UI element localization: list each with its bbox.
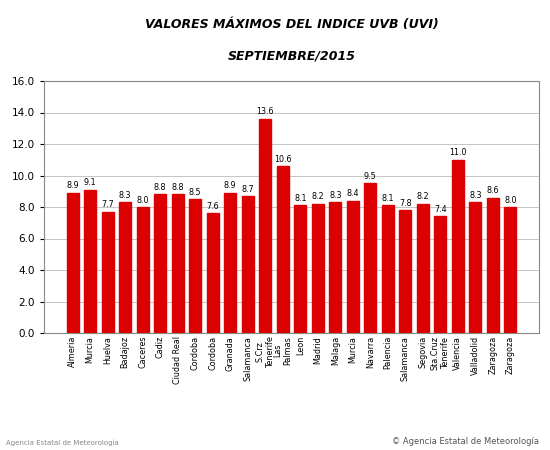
Text: 8.3: 8.3: [469, 191, 482, 200]
Bar: [487, 198, 499, 333]
Bar: [154, 194, 166, 333]
Bar: [382, 205, 394, 333]
Text: 8.9: 8.9: [67, 181, 79, 190]
Bar: [312, 204, 324, 333]
Text: VALORES MÁXIMOS DEL INDICE UVB (UVI): VALORES MÁXIMOS DEL INDICE UVB (UVI): [145, 18, 438, 31]
Bar: [224, 193, 236, 333]
Bar: [67, 193, 79, 333]
Text: 13.6: 13.6: [256, 108, 274, 117]
Bar: [329, 202, 342, 333]
Bar: [452, 160, 464, 333]
Text: 8.7: 8.7: [241, 184, 254, 194]
Text: 8.5: 8.5: [189, 188, 201, 197]
Text: 9.5: 9.5: [364, 172, 377, 181]
Bar: [172, 194, 184, 333]
Text: 8.2: 8.2: [416, 193, 429, 202]
Text: 8.3: 8.3: [119, 191, 131, 200]
Text: 8.0: 8.0: [504, 196, 516, 205]
Text: 7.7: 7.7: [101, 200, 114, 209]
Text: 8.6: 8.6: [487, 186, 499, 195]
Bar: [84, 190, 96, 333]
Text: 11.0: 11.0: [449, 148, 466, 157]
Text: 7.4: 7.4: [434, 205, 447, 214]
Bar: [259, 119, 271, 333]
Bar: [294, 205, 306, 333]
Bar: [119, 202, 131, 333]
Text: SEPTIEMBRE/2015: SEPTIEMBRE/2015: [228, 50, 355, 63]
Text: 10.6: 10.6: [274, 155, 292, 164]
Bar: [189, 199, 201, 333]
Text: 8.4: 8.4: [346, 189, 359, 198]
Bar: [469, 202, 481, 333]
Bar: [207, 213, 219, 333]
Text: 8.1: 8.1: [294, 194, 306, 203]
Text: 8.8: 8.8: [154, 183, 167, 192]
Text: 8.2: 8.2: [311, 193, 324, 202]
Bar: [504, 207, 516, 333]
Bar: [364, 184, 376, 333]
Text: 7.8: 7.8: [399, 199, 411, 208]
Bar: [102, 212, 114, 333]
Bar: [434, 216, 447, 333]
Bar: [346, 201, 359, 333]
Bar: [417, 204, 429, 333]
Text: 9.1: 9.1: [84, 178, 96, 187]
Text: 8.8: 8.8: [172, 183, 184, 192]
Text: © Agencia Estatal de Meteorología: © Agencia Estatal de Meteorología: [392, 436, 539, 446]
Bar: [241, 196, 254, 333]
Text: Agencia Estatal de Meteorología: Agencia Estatal de Meteorología: [6, 439, 118, 446]
Text: 7.6: 7.6: [206, 202, 219, 211]
Bar: [136, 207, 149, 333]
Text: 8.0: 8.0: [136, 196, 149, 205]
Bar: [399, 210, 411, 333]
Text: 8.1: 8.1: [382, 194, 394, 203]
Bar: [277, 166, 289, 333]
Text: 8.9: 8.9: [224, 181, 236, 190]
Text: 8.3: 8.3: [329, 191, 342, 200]
